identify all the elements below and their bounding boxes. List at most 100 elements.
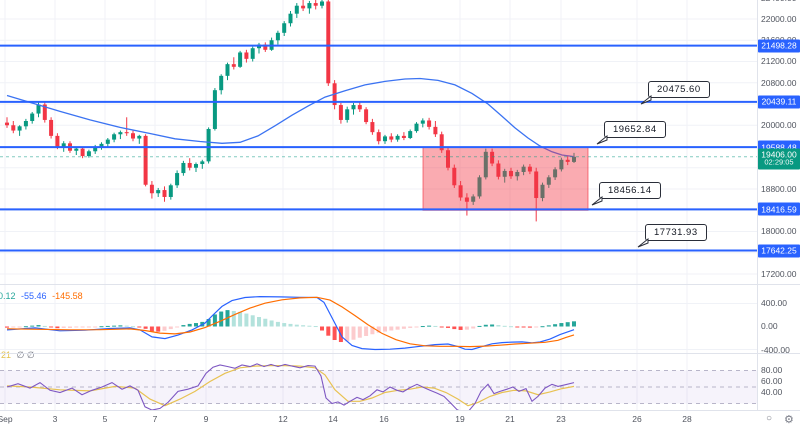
macd-histogram-bar — [376, 326, 381, 333]
time-axis-label: 26 — [632, 414, 642, 424]
candle-body — [376, 132, 381, 142]
candle-body — [540, 184, 545, 199]
candle-body — [458, 185, 463, 198]
macd-histogram-bar — [212, 314, 217, 327]
pane-separator[interactable] — [0, 284, 800, 285]
macd-histogram-bar — [345, 326, 350, 342]
current-price-label: 19406.00 02:29:05 — [758, 148, 800, 170]
macd-line — [6, 295, 575, 351]
candle-body — [338, 105, 343, 120]
macd-histogram-bar — [68, 326, 72, 328]
macd-histogram-bar — [238, 311, 243, 327]
candle-body — [559, 159, 564, 170]
candle-body — [490, 151, 495, 164]
candle-body — [187, 162, 192, 168]
grid — [0, 0, 757, 410]
macd-histogram-bar — [294, 324, 299, 327]
candle-body — [5, 122, 9, 126]
time-axis-label: 19 — [455, 414, 465, 424]
macd-histogram-bar — [131, 326, 135, 328]
candle-body — [395, 135, 400, 140]
macd-histogram-bar — [389, 326, 394, 331]
macd-histogram-bar — [99, 326, 104, 328]
macd-histogram-bar — [414, 326, 419, 328]
macd-hist-value: 90.12 — [0, 291, 16, 301]
candle-body — [86, 151, 91, 157]
stoch-k-value: 21 — [1, 350, 12, 360]
pane-separator[interactable] — [0, 353, 800, 354]
macd-histogram-bar — [565, 322, 570, 327]
axis-separator — [757, 0, 758, 410]
candle-body — [225, 64, 230, 76]
macd-histogram-bar — [17, 326, 22, 328]
macd-histogram-bar — [313, 326, 318, 328]
macd-histogram-bar — [42, 325, 47, 327]
price-callout[interactable]: 17731.93 — [637, 224, 707, 248]
price-axis-label: 0.00 — [761, 321, 778, 331]
clock-icon[interactable]: ○ — [766, 413, 773, 424]
candle-body — [206, 128, 211, 162]
candle-body — [156, 190, 161, 194]
candle-body — [408, 131, 413, 138]
macd-histogram-bar — [288, 323, 293, 327]
macd-histogram-bar — [370, 326, 375, 335]
macd-histogram-bar — [515, 326, 520, 328]
price-callout[interactable]: 20475.60 — [640, 81, 710, 105]
candle-body — [124, 132, 129, 134]
price-callout[interactable]: 18456.14 — [591, 182, 661, 206]
macd-histogram-bar — [546, 325, 551, 327]
candle-body — [244, 52, 249, 59]
time-axis-label: 5 — [102, 414, 108, 424]
macd-histogram-bar — [137, 326, 142, 328]
price-axis-label: 18800.00 — [761, 184, 797, 194]
callout-tail — [640, 95, 652, 105]
level-price-label: 20439.11 — [758, 95, 800, 109]
candle-body — [17, 126, 22, 131]
time-axis-label: 7 — [152, 414, 158, 424]
price-axis-label: 40.00 — [761, 387, 783, 397]
candle-body — [313, 3, 318, 6]
candle-body — [357, 105, 362, 110]
callout-tail — [596, 135, 608, 145]
callout-tail — [637, 238, 649, 248]
candle-body — [231, 64, 236, 67]
candle-body — [181, 162, 186, 174]
macd-histogram-bar — [156, 326, 161, 332]
price-axis[interactable]: 22400.0022000.0021600.0021200.0020800.00… — [758, 0, 800, 410]
callout-tail — [591, 196, 603, 206]
gear-icon[interactable]: ⚙ — [784, 414, 794, 426]
macd-histogram-bar — [559, 323, 564, 327]
candle-body — [263, 44, 268, 50]
candle-body — [370, 122, 375, 133]
chart-plot-area[interactable]: 20475.60 19652.84 18456.14 17731.93 90.12 -… — [0, 0, 757, 410]
price-axis-label: 20800.00 — [761, 78, 797, 88]
candle-body — [433, 126, 438, 135]
candle-body — [483, 151, 488, 178]
candle-body — [572, 156, 576, 162]
macd-histogram-bar — [11, 326, 16, 328]
macd-signal-value: -145.58 — [52, 291, 83, 301]
candle-body — [175, 173, 180, 186]
candle-body — [194, 164, 198, 168]
candle-body — [11, 125, 16, 131]
stoch-hidden-values: ∅ ∅ — [16, 350, 35, 360]
candle-body — [99, 143, 104, 147]
macd-histogram-bar — [427, 325, 432, 327]
macd-histogram-bar — [496, 325, 501, 327]
macd-histogram-bar — [61, 326, 66, 328]
macd-histogram-bar — [124, 325, 129, 327]
macd-histogram-bar — [250, 315, 255, 327]
macd-histogram-bar — [301, 325, 306, 327]
candle-body — [534, 171, 539, 199]
price-callout[interactable]: 19652.84 — [596, 121, 666, 145]
candle-body — [546, 177, 551, 185]
price-axis-label: -400.00 — [761, 345, 790, 355]
candle-body — [446, 150, 450, 168]
macd-histogram-bar — [231, 310, 236, 327]
time-axis[interactable]: ○ ⚙ Sep 3 5 7 9 12 14 16 19 21 23 26 28 — [0, 411, 800, 426]
candle-body — [471, 196, 476, 202]
macd-histogram-bar — [471, 326, 476, 329]
macd-line-value: -55.46 — [21, 291, 47, 301]
macd-histogram-bar — [282, 323, 287, 327]
